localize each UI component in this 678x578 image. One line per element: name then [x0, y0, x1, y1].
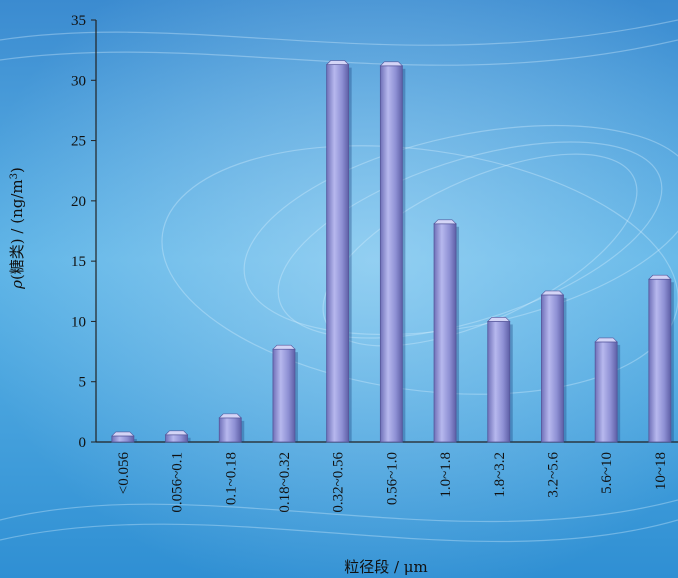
bar	[218, 413, 245, 443]
x-tick-label: 10~18	[653, 452, 669, 490]
x-tick-label: 1.8~3.2	[492, 452, 508, 498]
x-tick-label: 0.056~0.1	[170, 452, 186, 513]
y-tick-label: 0	[79, 435, 87, 451]
bar-body	[648, 278, 672, 443]
bar-cap	[433, 219, 457, 225]
bar-cap	[594, 337, 618, 343]
y-tick-label: 15	[71, 254, 86, 270]
x-tick-label: 0.32~0.56	[331, 452, 347, 513]
bar-body	[326, 64, 350, 443]
bar-cap	[218, 413, 242, 419]
bar-body	[111, 435, 135, 443]
x-tick-label: 0.56~1.0	[384, 452, 400, 505]
x-ticks: <0.056 0.056~0.1 0.1~0.18 0.18~0.32 0.32~0.5…	[116, 452, 669, 513]
bar	[272, 344, 298, 443]
bar-cap	[325, 60, 350, 65]
bar	[164, 430, 191, 443]
bar-cap	[164, 430, 189, 436]
bar-cap	[540, 290, 565, 296]
bar	[487, 317, 513, 443]
x-axis-title: 粒径段 / μm	[344, 558, 428, 576]
y-tick-label: 35	[71, 13, 86, 29]
x-tick-label: <0.056	[116, 452, 132, 495]
bar	[540, 290, 567, 443]
bar-cap	[111, 431, 135, 437]
x-tick-label: 1.0~1.8	[438, 452, 454, 498]
background-swirl	[0, 19, 678, 543]
bar	[325, 60, 352, 443]
bar-cap	[379, 61, 404, 67]
bar	[433, 219, 460, 443]
x-tick-label: 5.6~10	[599, 452, 615, 494]
bars	[111, 60, 674, 443]
bar-body	[379, 65, 403, 443]
bar-body	[594, 341, 618, 443]
x-tick-label: 3.2~5.6	[545, 452, 561, 498]
bar-body	[218, 417, 242, 443]
bar	[111, 431, 137, 443]
bar-cap	[648, 274, 672, 280]
bar	[379, 61, 406, 443]
bar-body	[165, 434, 188, 443]
y-tick-label: 5	[79, 375, 87, 391]
y-tick-label: 25	[71, 134, 86, 150]
y-ticks: 0 5 10 15 20 25 30 35	[71, 13, 96, 451]
bar-body	[433, 223, 457, 443]
bar-body	[487, 321, 511, 443]
y-tick-label: 10	[71, 314, 86, 330]
bar-body	[272, 348, 296, 443]
bar-cap	[272, 344, 296, 350]
bar	[594, 337, 621, 443]
x-tick-label: 0.18~0.32	[277, 452, 293, 513]
bar-cap	[487, 317, 511, 322]
y-tick-label: 20	[71, 194, 86, 210]
bar-body	[541, 294, 564, 443]
bar	[648, 274, 674, 443]
x-tick-label: 0.1~0.18	[223, 452, 239, 505]
y-axis-title: ρ(糖类) / (ng/m3)	[8, 167, 26, 290]
y-tick-label: 30	[71, 73, 86, 89]
